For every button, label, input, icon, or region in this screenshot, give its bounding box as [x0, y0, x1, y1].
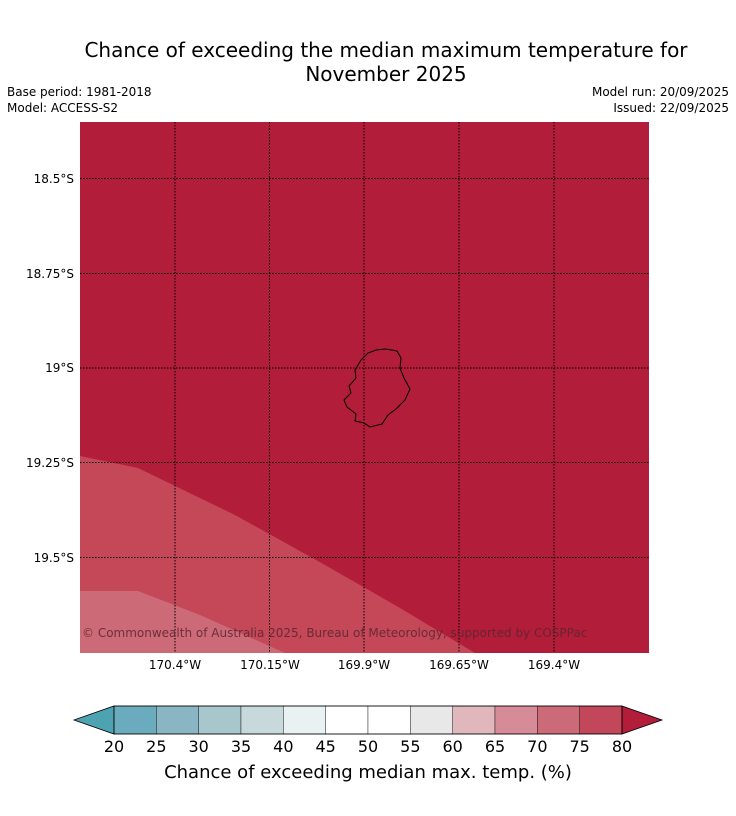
colorbar-high-extend	[621, 705, 664, 735]
colorbar-tick-label: 50	[358, 737, 378, 756]
colorbar-segment	[240, 705, 284, 735]
lat-label-18-75s: 18.75°S	[26, 267, 74, 281]
lon-label-170-4w: 170.4°W	[149, 658, 201, 672]
base-period: Base period: 1981-2018	[7, 85, 152, 99]
colorbar-segment	[579, 705, 623, 735]
map-area: © Commonwealth of Australia 2025, Bureau…	[80, 122, 649, 653]
colorbar-segment	[494, 705, 538, 735]
colorbar-segment	[410, 705, 453, 735]
colorbar-tick-label: 25	[146, 737, 166, 756]
colorbar-tick-label: 55	[400, 737, 420, 756]
lon-labels: 170.4°W 170.15°W 169.9°W 169.65°W 169.4°…	[149, 658, 580, 672]
colorbar-segments	[113, 705, 623, 735]
colorbar-tick-label: 45	[315, 737, 335, 756]
lon-label-169-9w: 169.9°W	[338, 658, 390, 672]
lat-labels: 18.5°S 18.75°S 19°S 19.25°S 19.5°S	[26, 172, 74, 565]
colorbar-tick-label: 30	[188, 737, 208, 756]
colorbar: 20 25 30 35 40 45 50 55 60 65 70 75 80 Chance of exc…	[72, 705, 664, 783]
colorbar-tick-label: 75	[569, 737, 589, 756]
model-name: Model: ACCESS-S2	[7, 101, 119, 115]
colorbar-tick-label: 80	[612, 737, 632, 756]
lat-label-19s: 19°S	[45, 361, 74, 375]
colorbar-segment	[283, 705, 326, 735]
colorbar-tick-label: 60	[442, 737, 462, 756]
colorbar-tick-label: 20	[104, 737, 124, 756]
lon-label-170-15w: 170.15°W	[240, 658, 300, 672]
title-line-2: November 2025	[305, 62, 467, 86]
title-line-1: Chance of exceeding the median maximum t…	[84, 38, 688, 62]
colorbar-segment	[537, 705, 580, 735]
colorbar-tick-label: 35	[231, 737, 251, 756]
colorbar-outline	[113, 705, 623, 735]
map-title: Chance of exceeding the median maximum t…	[0, 38, 736, 86]
gridlines	[80, 122, 649, 653]
colorbar-segment	[452, 705, 496, 735]
colorbar-tick-label: 70	[527, 737, 547, 756]
meta-right: Model run: 20/09/2025 Issued: 22/09/2025	[592, 84, 729, 116]
colorbar-segment	[325, 705, 369, 735]
lon-label-169-65w: 169.65°W	[429, 658, 489, 672]
copyright-notice: © Commonwealth of Australia 2025, Bureau…	[82, 626, 587, 640]
colorbar-segment	[367, 705, 411, 735]
lat-label-19-5s: 19.5°S	[34, 551, 74, 565]
colorbar-tick-label: 40	[273, 737, 293, 756]
meta-left: Base period: 1981-2018 Model: ACCESS-S2	[7, 84, 152, 116]
lon-label-169-4w: 169.4°W	[528, 658, 580, 672]
colorbar-segment	[156, 705, 199, 735]
colorbar-low-extend	[72, 705, 115, 735]
colorbar-label: Chance of exceeding median max. temp. (%…	[164, 762, 572, 783]
model-run: Model run: 20/09/2025	[591, 85, 729, 99]
lat-label-18-5s: 18.5°S	[34, 172, 74, 186]
colorbar-segment	[198, 705, 242, 735]
island-coastline	[343, 348, 411, 428]
colorbar-tick-label: 65	[485, 737, 505, 756]
colorbar-ticks: 20 25 30 35 40 45 50 55 60 65 70 75 80	[104, 737, 632, 756]
band-65-70	[80, 591, 285, 653]
issued-date: Issued: 22/09/2025	[613, 101, 729, 115]
lat-label-19-25s: 19.25°S	[26, 456, 74, 470]
band-70-75	[80, 456, 475, 653]
colorbar-segment	[113, 705, 157, 735]
